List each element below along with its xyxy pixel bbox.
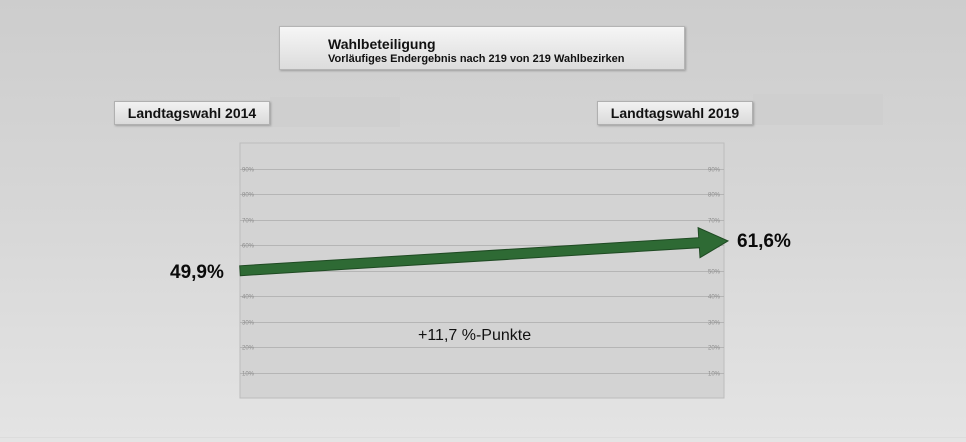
y-tick-label-right: 70% xyxy=(708,219,721,225)
chart-title: Wahlbeteiligung xyxy=(328,36,436,52)
y-tick-label-right: 40% xyxy=(708,295,721,301)
left-election-label: Landtagswahl 2014 xyxy=(114,101,270,125)
y-tick-label-left: 10% xyxy=(242,372,255,378)
y-tick-label-left: 30% xyxy=(242,321,255,327)
right-value-label: 61,6% xyxy=(737,231,791,252)
y-tick-label-left: 40% xyxy=(242,295,255,301)
y-tick-label-right: 20% xyxy=(708,346,721,352)
turnout-arrow xyxy=(239,226,730,277)
y-tick-label-left: 80% xyxy=(242,193,255,199)
bottom-divider xyxy=(0,437,966,438)
left-value-label: 49,9% xyxy=(170,262,224,283)
left-label-shade xyxy=(270,97,400,127)
y-tick-label-right: 80% xyxy=(708,193,721,199)
y-tick-label-left: 60% xyxy=(242,244,255,250)
y-tick-label-right: 30% xyxy=(708,321,721,327)
chart-subtitle: Vorläufiges Endergebnis nach 219 von 219… xyxy=(328,53,625,65)
y-tick-label-right: 50% xyxy=(708,270,721,276)
header-panel: Wahlbeteiligung Vorläufiges Endergebnis … xyxy=(279,26,685,70)
right-label-shade xyxy=(753,94,883,125)
right-election-label: Landtagswahl 2019 xyxy=(597,101,753,125)
y-tick-label-right: 90% xyxy=(708,168,721,174)
y-tick-label-left: 90% xyxy=(242,168,255,174)
difference-label: +11,7 %-Punkte xyxy=(418,327,532,344)
y-tick-label-left: 20% xyxy=(242,346,255,352)
y-tick-label-right: 10% xyxy=(708,372,721,378)
y-tick-label-left: 70% xyxy=(242,219,255,225)
